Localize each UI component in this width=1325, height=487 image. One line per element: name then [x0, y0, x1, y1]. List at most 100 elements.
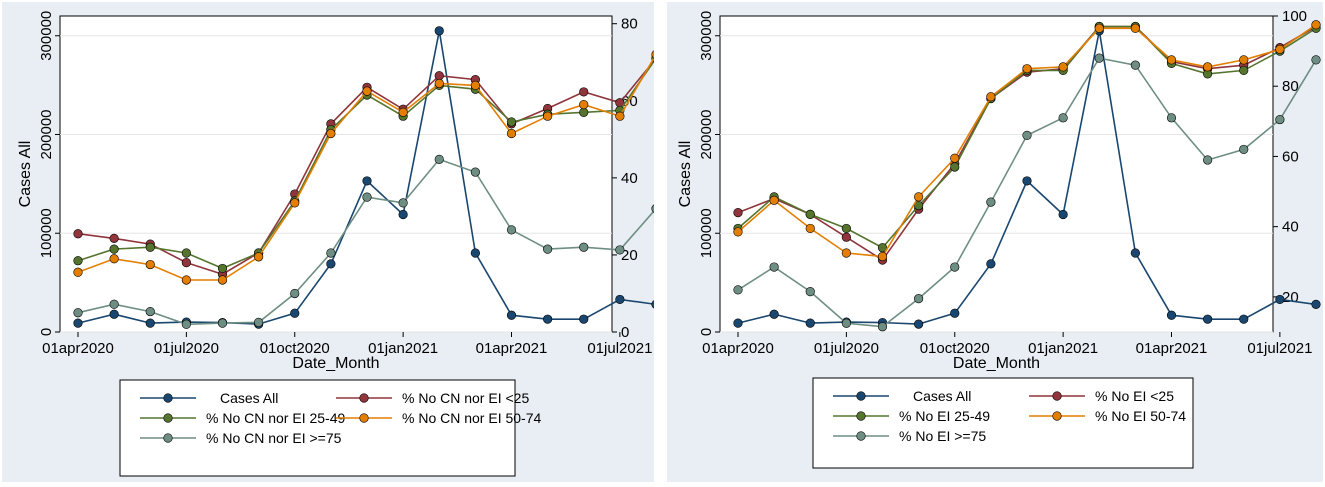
legend-box — [812, 377, 1194, 469]
data-point — [109, 244, 119, 254]
y-left-tick-label: 200000 — [38, 109, 55, 159]
data-point — [398, 209, 408, 220]
data-point — [805, 223, 815, 234]
data-point — [1203, 155, 1213, 165]
data-point — [1239, 144, 1249, 155]
x-tick-label: 01apr2020 — [702, 340, 774, 357]
data-point — [326, 128, 336, 139]
data-point — [362, 176, 372, 186]
data-point — [217, 318, 228, 328]
data-point — [805, 318, 815, 328]
data-point — [579, 242, 589, 252]
data-point — [769, 195, 779, 205]
data-point — [145, 318, 155, 328]
data-point — [914, 294, 924, 304]
data-point — [914, 192, 924, 202]
data-point — [362, 192, 372, 202]
legend-marker — [856, 411, 866, 421]
data-point — [1275, 44, 1285, 54]
legend-label: % No EI 25-49 — [899, 408, 990, 424]
data-point — [1022, 130, 1032, 140]
y-right-tick-label: 80 — [621, 16, 638, 33]
legend-marker — [1052, 391, 1062, 401]
legend-label: % No CN nor EI 50-74 — [402, 410, 541, 426]
legend-marker — [163, 413, 173, 423]
data-point — [615, 245, 625, 255]
data-point — [877, 322, 888, 332]
data-point — [769, 309, 779, 319]
data-point — [470, 80, 480, 90]
data-point — [1130, 23, 1140, 33]
data-point — [109, 233, 119, 243]
data-point — [145, 242, 155, 252]
data-point — [398, 107, 408, 117]
data-point — [181, 258, 191, 268]
data-point — [217, 263, 228, 274]
legend-box — [119, 379, 516, 477]
y-right-tick-label: 100 — [1282, 8, 1307, 25]
data-point — [877, 251, 888, 262]
legend-marker — [856, 431, 866, 441]
x-axis-title: Date_Month — [292, 355, 379, 372]
data-point — [109, 309, 119, 319]
legend-marker — [1052, 411, 1062, 421]
y-right-tick-label: 0 — [621, 324, 629, 341]
data-point — [73, 256, 83, 266]
y-right-tick-label: 40 — [621, 170, 638, 187]
x-tick-label: 01jul2020 — [154, 340, 219, 357]
y-left-tick-label: 0 — [38, 328, 55, 336]
data-point — [950, 153, 960, 163]
data-point — [579, 100, 589, 110]
legend-marker — [359, 393, 369, 403]
data-point — [1203, 314, 1213, 324]
legend-label: Cases All — [220, 390, 278, 406]
data-point — [914, 319, 924, 329]
data-point — [543, 244, 553, 254]
data-point — [1166, 55, 1177, 65]
legend-marker — [359, 413, 369, 423]
data-point — [290, 308, 300, 318]
data-point — [73, 308, 83, 318]
data-point — [733, 318, 743, 328]
x-tick-label: 01jan2021 — [368, 340, 438, 357]
data-point — [1022, 176, 1032, 186]
data-point — [254, 317, 264, 327]
data-point — [841, 232, 851, 242]
data-point — [1166, 113, 1177, 123]
data-point — [181, 275, 191, 285]
data-point — [1130, 60, 1140, 70]
data-point — [579, 107, 589, 117]
x-tick-label: 01jul2020 — [814, 340, 879, 357]
data-point — [805, 287, 815, 297]
data-point — [506, 117, 517, 127]
legend-label: Cases All — [913, 388, 971, 404]
data-point — [470, 248, 480, 258]
x-tick-label: 01jul2021 — [1247, 340, 1312, 357]
data-point — [290, 198, 300, 208]
data-point — [651, 300, 654, 309]
data-point — [1239, 65, 1249, 76]
x-tick-label: 01apr2021 — [476, 340, 548, 357]
legend-label: % No CN nor EI <25 — [402, 390, 529, 406]
legend-marker — [163, 393, 173, 403]
data-point — [1311, 55, 1321, 65]
y-right-tick-label: 40 — [1282, 219, 1299, 236]
legend-label: % No CN nor EI >=75 — [206, 430, 342, 446]
data-point — [73, 229, 83, 239]
data-point — [145, 306, 155, 317]
data-point — [506, 225, 517, 235]
data-point — [434, 78, 444, 89]
data-point — [543, 314, 553, 324]
data-point — [254, 252, 264, 262]
chart-panel-right: 0 100000 200000 300000 20 40 60 80 100 01apr2020 0… — [667, 2, 1323, 482]
data-point — [1275, 114, 1285, 125]
x-tick-label: 01oct2020 — [260, 340, 330, 357]
data-point — [615, 294, 625, 305]
data-point — [506, 310, 517, 320]
data-point — [109, 299, 119, 309]
x-tick-label: 01apr2020 — [42, 340, 114, 357]
data-point — [1058, 62, 1068, 72]
legend-label: % No EI 50-74 — [1095, 408, 1186, 424]
legend-label: % No CN nor EI 25-49 — [206, 410, 345, 426]
chart-panel-left: 0 100000 200000 300000 0 20 40 60 80 01apr2020 01j… — [2, 2, 654, 482]
